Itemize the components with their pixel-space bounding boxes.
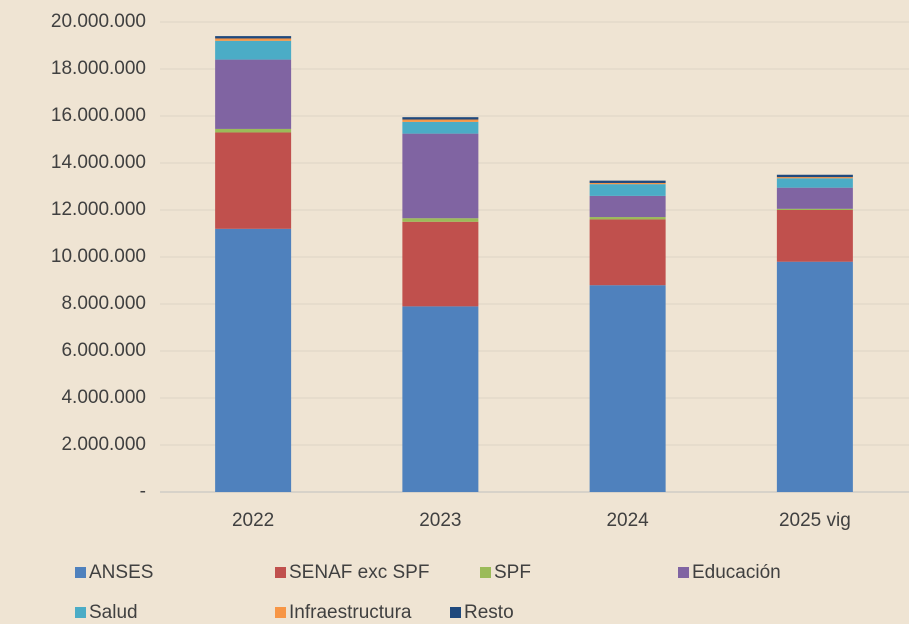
bar-segment [589,195,666,218]
bar-segment [776,261,853,492]
x-tick-label: 2024 [606,510,649,531]
legend-label: Infraestructura [289,602,412,623]
bar-segment [776,178,853,188]
x-tick-label: 2022 [232,510,274,531]
bar-segment [215,38,292,41]
bar-segment [402,119,479,122]
bar-segment [589,182,666,185]
x-tick-label: 2023 [419,510,461,531]
bar-segment [402,218,479,222]
bar-segment [402,221,479,307]
y-tick-label: 10.000.000 [51,246,146,267]
bar-segment [776,210,853,262]
legend-label: Resto [464,602,514,623]
legend-label: Salud [89,602,138,623]
bar-segment [402,121,479,134]
bar-segment [215,132,292,229]
y-tick-label: 12.000.000 [51,199,146,220]
bar-segment [215,128,292,133]
bar-segment [215,36,292,39]
y-tick-label: 2.000.000 [61,434,146,455]
bar-segment [589,219,666,286]
legend-label: ANSES [89,562,153,583]
legend-swatch [678,567,689,578]
bar-segment [215,228,292,493]
legend-swatch [75,567,86,578]
y-tick-label: 4.000.000 [61,387,146,408]
legend-label: Educación [692,562,781,583]
y-tick-label: 8.000.000 [61,293,146,314]
x-tick-label: 2025 vig [779,510,851,531]
bar-segment [776,177,853,179]
legend-swatch [275,567,286,578]
legend-swatch [275,607,286,618]
bar-segment [589,180,666,183]
y-tick-label: 18.000.000 [51,58,146,79]
bar-segment [402,133,479,219]
bar-segment [215,59,292,129]
bar-segment [402,117,479,120]
legend-swatch [75,607,86,618]
y-tick-label: 20.000.000 [51,11,146,32]
bar-segment [776,187,853,209]
bar-segment [776,208,853,210]
y-tick-label: - [140,481,146,502]
y-tick-label: 14.000.000 [51,152,146,173]
legend-swatch [480,567,491,578]
bar-segment [589,217,666,220]
legend-label: SPF [494,562,531,583]
legend-label: SENAF exc SPF [289,562,429,583]
bar-segment [589,285,666,492]
bar-segment [776,174,853,178]
y-tick-label: 16.000.000 [51,105,146,126]
bar-segment [589,184,666,196]
legend-swatch [450,607,461,618]
bar-segment [215,40,292,60]
bar-segment [402,306,479,492]
y-tick-label: 6.000.000 [61,340,146,361]
